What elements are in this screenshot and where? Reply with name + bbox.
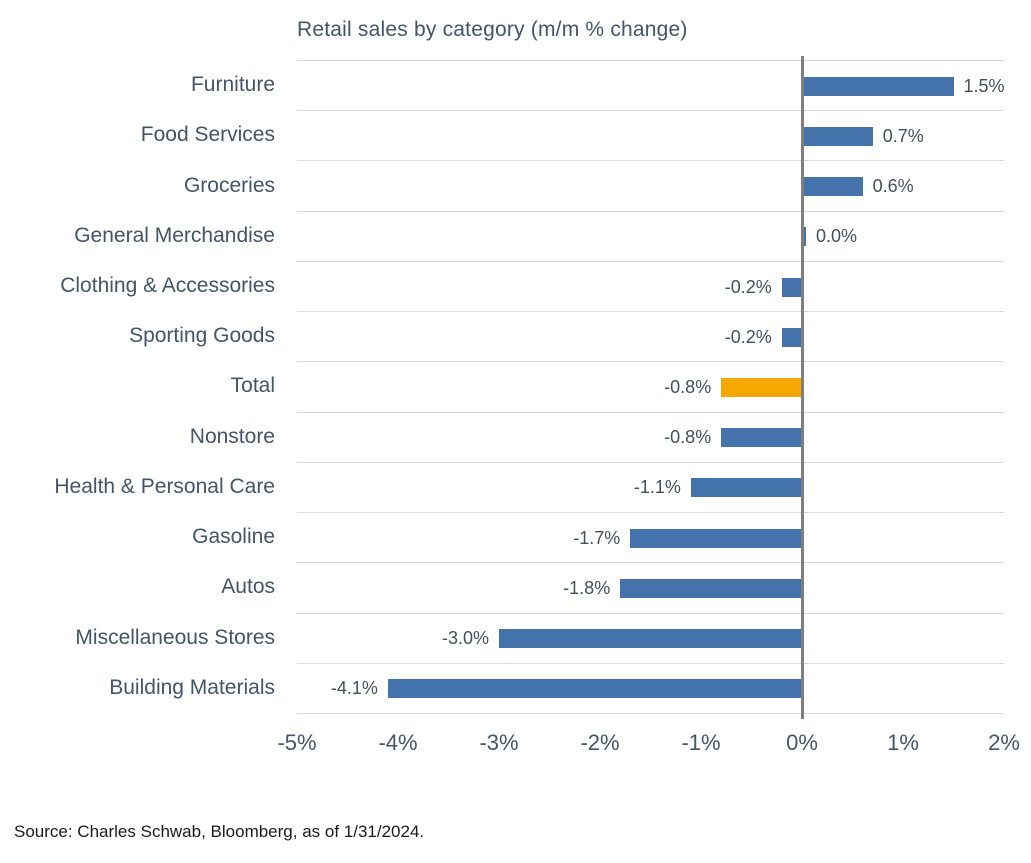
value-label: -1.7% <box>573 527 621 548</box>
category-label: Autos <box>221 575 275 599</box>
x-tick-label: 1% <box>887 730 919 755</box>
bar <box>721 428 802 448</box>
value-label: 0.6% <box>872 176 914 197</box>
x-tick-label: -2% <box>580 730 620 755</box>
value-label: -4.1% <box>330 678 378 699</box>
value-label: 0.0% <box>816 226 858 247</box>
value-label: -1.8% <box>563 577 611 598</box>
category-label: Food Services <box>140 123 275 147</box>
value-label: 1.5% <box>963 75 1005 96</box>
value-label: -1.1% <box>633 477 681 498</box>
value-label: -0.2% <box>724 326 772 347</box>
category-label: Clothing & Accessories <box>60 274 275 298</box>
category-label: Groceries <box>183 173 275 197</box>
value-label: -0.2% <box>724 276 772 297</box>
bar <box>781 327 802 347</box>
category-label: Total <box>230 374 275 398</box>
category-label: Furniture <box>190 73 275 97</box>
plot-row: 0.6% <box>297 161 1004 212</box>
bar-highlight <box>721 377 802 397</box>
bar <box>387 679 802 699</box>
plot-row: -0.2% <box>297 262 1004 313</box>
category-label: Miscellaneous Stores <box>75 625 275 649</box>
plot-row: -3.0% <box>297 614 1004 664</box>
category-label: General Merchandise <box>74 223 275 247</box>
chart-title: Retail sales by category (m/m % change) <box>297 18 688 41</box>
category-label: Building Materials <box>109 675 275 699</box>
plot-row: 0.7% <box>297 111 1004 162</box>
bar <box>802 227 806 247</box>
value-label: 0.7% <box>882 125 924 146</box>
x-tick-label: -3% <box>479 730 519 755</box>
value-label: -0.8% <box>664 376 712 397</box>
plot-area: 1.5% 0.7% 0.6% 0.0% -0.2% -0.2% -0.8% -0.8% -1.1… <box>297 60 1005 714</box>
x-tick-label: -5% <box>277 730 317 755</box>
bar <box>620 578 802 598</box>
plot-row: 0.0% <box>297 212 1004 262</box>
plot-row: -0.8% <box>297 413 1004 463</box>
bar <box>802 177 863 197</box>
source-note: Source: Charles Schwab, Bloomberg, as of… <box>14 822 425 841</box>
zero-baseline <box>800 56 804 719</box>
plot-row: 1.5% <box>297 61 1005 112</box>
plot-row: -1.7% <box>297 513 1004 564</box>
bar <box>781 277 802 297</box>
x-tick-label: 2% <box>988 730 1020 755</box>
bar <box>690 478 802 498</box>
bar <box>802 76 954 96</box>
plot-row: -4.1% <box>297 664 1004 714</box>
bar <box>802 126 873 146</box>
category-label: Sporting Goods <box>129 324 275 348</box>
x-tick-label: -1% <box>681 730 721 755</box>
plot-row: -1.1% <box>297 463 1004 514</box>
x-tick-label: 0% <box>786 730 818 755</box>
plot-row: -0.8% <box>297 362 1004 413</box>
category-label: Nonstore <box>189 424 275 448</box>
x-axis: -5% -4% -3% -2% -1% 0% 1% 2% <box>277 730 1019 760</box>
category-label: Health & Personal Care <box>54 474 275 498</box>
bar <box>630 528 802 548</box>
value-label: -0.8% <box>664 427 712 448</box>
bar <box>499 629 802 649</box>
x-tick-label: -4% <box>378 730 418 755</box>
plot-row: -1.8% <box>297 563 1004 614</box>
plot-row: -0.2% <box>297 312 1004 363</box>
category-label: Gasoline <box>192 525 275 549</box>
value-label: -3.0% <box>441 628 489 649</box>
